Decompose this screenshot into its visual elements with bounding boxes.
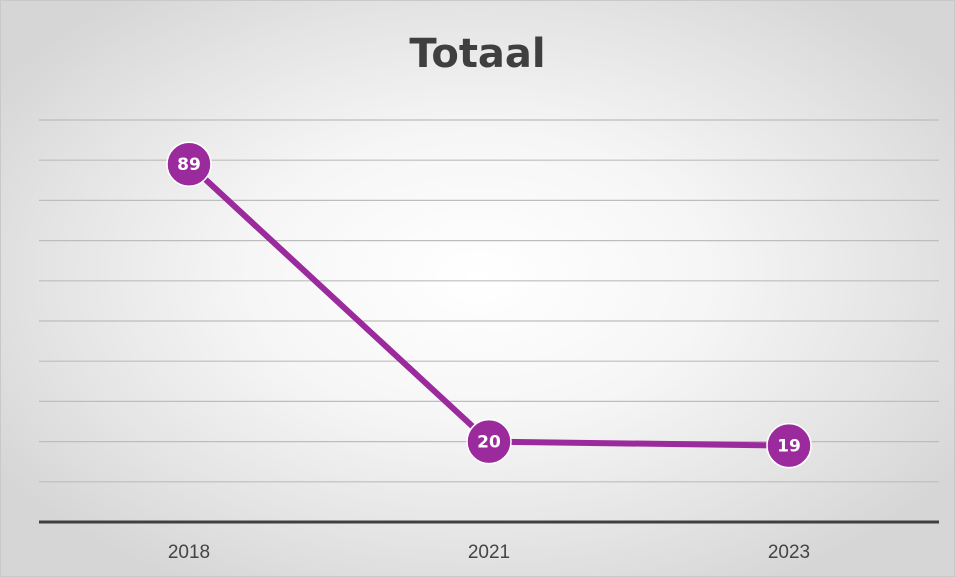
series-line (186, 161, 792, 449)
x-tick-labels: 2018 2021 2023 (168, 542, 810, 563)
x-tick-label: 2021 (468, 542, 510, 563)
data-label: 19 (777, 437, 801, 457)
data-label: 20 (477, 433, 501, 453)
x-tick-label: 2018 (168, 542, 210, 563)
data-point-marker (466, 418, 512, 465)
chart-title: Totaal (409, 31, 546, 77)
data-point-marker (766, 422, 812, 469)
data-label: 89 (177, 155, 201, 175)
series-line-group (186, 161, 792, 449)
x-tick-label: 2023 (768, 542, 810, 563)
data-point-marker (166, 141, 212, 187)
data-markers: 89 20 19 (166, 141, 812, 469)
